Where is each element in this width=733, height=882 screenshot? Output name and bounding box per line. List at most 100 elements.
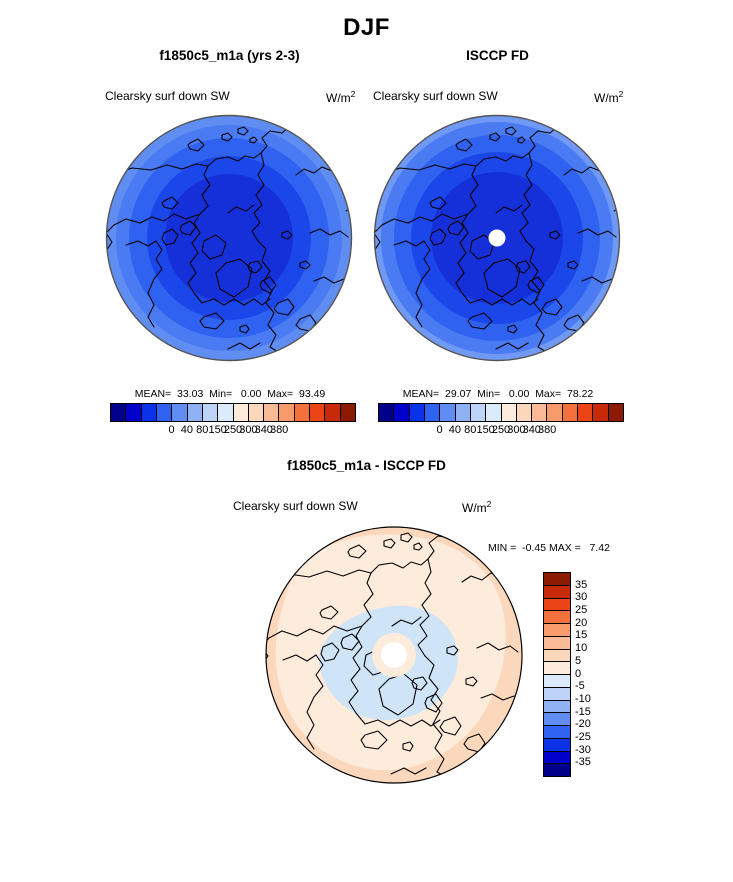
colorbar-swatch — [547, 404, 563, 421]
colorbar-swatch — [544, 751, 570, 765]
colorbar-swatch — [424, 404, 441, 421]
colorbar-tick-label: 300 — [239, 424, 258, 436]
colorbar-tick-label: 30 — [575, 591, 588, 604]
colorbar-swatch — [455, 404, 471, 421]
main-title: DJF — [343, 14, 390, 41]
stats-obs: MEAN= 29.07 Min= 0.00 Max= 78.22 — [402, 388, 594, 400]
colorbar-tick-label: 5 — [575, 654, 582, 667]
masked-pole-disc — [488, 229, 506, 247]
colorbar-swatch — [379, 404, 395, 421]
colorbar-tick-label: -15 — [575, 705, 591, 718]
colorbar-tick-label: 15 — [575, 629, 588, 642]
colorbar-swatch — [156, 404, 173, 421]
colorbar-tick-label: -20 — [575, 718, 591, 731]
colorbar-swatch — [409, 404, 425, 421]
panel-title-difference: f1850c5_m1a - ISCCP FD — [287, 458, 446, 473]
colorbar-swatch — [544, 573, 570, 586]
colorbar-tick-label: 150 — [208, 424, 227, 436]
colorbar-tick-label: 340 — [522, 424, 541, 436]
stats-model: MEAN= 33.03 Min= 0.00 Max= 93.49 — [134, 388, 326, 400]
colorbar-tick-label: 300 — [507, 424, 526, 436]
colorbar-tick-label: -35 — [575, 756, 591, 769]
colorbar-swatch — [544, 738, 570, 752]
colorbar-swatch — [394, 404, 410, 421]
variable-label-obs: Clearsky surf down SW — [373, 89, 498, 103]
colorbar-model-labels: 0 40 80 150 250 300 340 380 — [110, 424, 354, 440]
colorbar-swatch — [310, 404, 326, 421]
colorbar-tick-label: 150 — [476, 424, 495, 436]
panel-title-obs: ISCCP FD — [466, 48, 529, 63]
colorbar-swatch — [141, 404, 157, 421]
colorbar-tick-label: 0 — [168, 424, 175, 436]
colorbar-swatch — [544, 726, 570, 739]
variable-label-model: Clearsky surf down SW — [105, 89, 230, 103]
colorbar-tick-label: 80 — [196, 424, 209, 436]
colorbar-tick-label: 380 — [537, 424, 557, 436]
colorbar-swatch — [264, 404, 280, 421]
colorbar-tick-label: 80 — [464, 424, 477, 436]
colorbar-tick-label: -5 — [575, 680, 585, 693]
colorbar-tick-label: 250 — [491, 424, 511, 436]
colorbar-tick-label: -25 — [575, 730, 591, 743]
polar-map-difference — [263, 524, 525, 786]
colorbar-swatch — [608, 404, 623, 421]
colorbar-swatch — [172, 404, 188, 421]
colorbar-swatch — [544, 624, 570, 637]
units-text: W/m — [462, 501, 487, 515]
colorbar-swatch — [544, 611, 570, 624]
colorbar-swatch — [248, 404, 265, 421]
colorbar-swatch — [544, 585, 570, 599]
colorbar-swatch — [544, 687, 570, 701]
colorbar-tick-label: -10 — [575, 692, 591, 705]
colorbar-swatch — [111, 404, 127, 421]
colorbar-model[interactable] — [110, 403, 356, 422]
colorbar-swatch — [501, 404, 517, 421]
colorbar-swatch — [233, 404, 249, 421]
colorbar-swatch — [544, 764, 570, 776]
units-exponent: 2 — [618, 89, 624, 99]
units-text: W/m — [326, 91, 351, 105]
colorbar-tick-label: 40 — [180, 424, 193, 436]
colorbar-swatch — [325, 404, 341, 421]
masked-pole-disc — [381, 642, 407, 668]
colorbar-tick-label: 35 — [575, 578, 588, 591]
units-exponent: 2 — [486, 499, 492, 509]
variable-label-difference: Clearsky surf down SW — [233, 499, 358, 513]
colorbar-tick-label: 10 — [575, 642, 588, 655]
colorbar-tick-label: 40 — [448, 424, 461, 436]
colorbar-swatch — [544, 713, 570, 726]
colorbar-obs-labels: 0 40 80 150 250 300 340 380 — [378, 424, 622, 440]
polar-map-obs — [372, 113, 624, 365]
colorbar-tick-label: 340 — [254, 424, 273, 436]
colorbar-difference[interactable] — [543, 572, 571, 777]
colorbar-swatch — [340, 404, 355, 421]
colorbar-swatch — [544, 636, 570, 650]
units-text: W/m — [594, 91, 619, 105]
colorbar-tick-label: 20 — [575, 616, 588, 629]
colorbar-tick-label: 0 — [436, 424, 443, 436]
colorbar-swatch — [187, 404, 203, 421]
units-label-model: W/m2 — [326, 89, 355, 105]
colorbar-swatch — [593, 404, 609, 421]
colorbar-swatch — [562, 404, 579, 421]
colorbar-tick-label: 250 — [223, 424, 243, 436]
colorbar-swatch — [516, 404, 533, 421]
colorbar-swatch — [532, 404, 548, 421]
polar-map-model — [104, 113, 356, 365]
colorbar-swatch — [544, 649, 570, 663]
colorbar-tick-label: 0 — [575, 667, 582, 680]
colorbar-swatch — [126, 404, 142, 421]
colorbar-swatch — [544, 700, 570, 714]
colorbar-tick-label: -30 — [575, 743, 591, 756]
colorbar-swatch — [202, 404, 219, 421]
units-exponent: 2 — [350, 89, 356, 99]
colorbar-swatch — [578, 404, 594, 421]
colorbar-swatch — [544, 662, 570, 675]
units-label-obs: W/m2 — [594, 89, 623, 105]
colorbar-swatch — [279, 404, 295, 421]
colorbar-swatch — [218, 404, 234, 421]
colorbar-swatch — [294, 404, 311, 421]
panel-title-model: f1850c5_m1a (yrs 2-3) — [159, 48, 300, 63]
colorbar-obs[interactable] — [378, 403, 624, 422]
colorbar-swatch — [544, 598, 570, 612]
